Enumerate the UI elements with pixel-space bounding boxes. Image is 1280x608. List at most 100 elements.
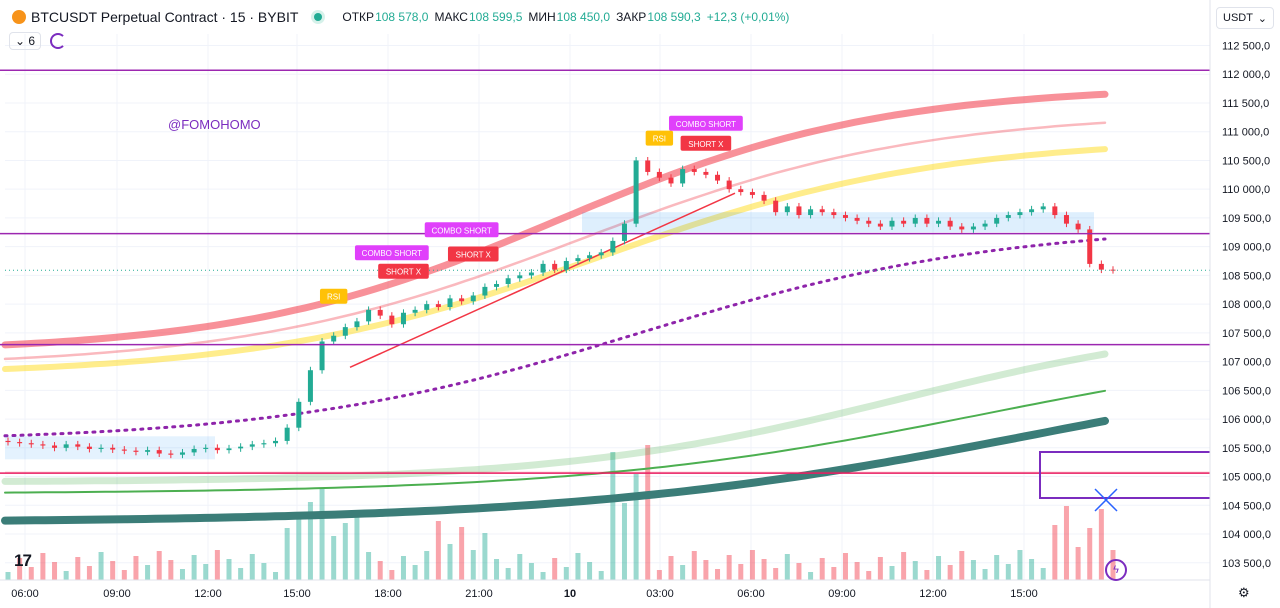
candle-body [505, 278, 511, 285]
candle-body [540, 263, 546, 273]
candle-body [424, 304, 430, 310]
candle-body [598, 252, 604, 256]
price-tick-label: 111 000,0 [1222, 127, 1269, 139]
candle-body [994, 217, 1000, 224]
volume-bar [587, 562, 593, 580]
price-tick-label: 105 000,0 [1222, 472, 1271, 484]
volume-bar [808, 572, 814, 580]
signal-label-bg [319, 288, 348, 304]
candle-body [715, 174, 721, 181]
candle-body [877, 223, 883, 227]
time-tick-label: 21:00 [465, 588, 493, 600]
volume-bar [726, 555, 732, 580]
gear-icon[interactable]: ⚙ [1238, 585, 1250, 600]
signal-label-bg [680, 135, 732, 151]
time-tick-label: 06:00 [737, 588, 765, 600]
candle-body [924, 217, 930, 224]
candle-body [889, 220, 895, 227]
time-tick-label: 03:00 [646, 588, 674, 600]
volume-bar [563, 567, 569, 580]
price-tick-label: 107 000,0 [1222, 357, 1271, 369]
candle-body [447, 298, 453, 307]
price-tick-label: 104 500,0 [1222, 500, 1271, 512]
time-tick-label: 12:00 [919, 588, 947, 600]
volume-bar [633, 474, 639, 580]
tradingview-logo: 17 [14, 551, 32, 570]
candle-body [528, 272, 534, 276]
candle-body [145, 450, 151, 452]
high-value: 108 599,5 [468, 10, 523, 24]
candle-body [1040, 206, 1046, 210]
volume-bar [982, 569, 988, 580]
volume-bar [98, 552, 104, 580]
candle-body [749, 192, 755, 195]
volume-bar [575, 553, 581, 580]
candle-body [575, 258, 581, 262]
low-value: 108 450,0 [556, 10, 611, 24]
price-tick-label: 108 000,0 [1222, 299, 1271, 311]
candle-body [842, 215, 848, 218]
candle-body [866, 220, 872, 224]
candle-body [52, 445, 58, 448]
symbol-title[interactable]: BTCUSDT Perpetual Contract · 15 · BYBIT [31, 9, 299, 25]
signal-label-bg [378, 263, 429, 279]
candle-body [366, 309, 372, 322]
candle-body [331, 335, 337, 342]
currency-selector[interactable]: USDT ⌄ [1216, 7, 1274, 29]
lightning-icon[interactable]: ϟ [1105, 559, 1127, 581]
indicators-toggle[interactable]: ⌄ 6 [9, 32, 42, 50]
volume-bar [86, 566, 92, 580]
price-tick-label: 110 000,0 [1222, 184, 1270, 196]
signal-label: SHORT X [386, 268, 422, 277]
volume-bar [947, 565, 953, 580]
candle-body [63, 444, 69, 448]
candle-body [633, 160, 639, 224]
candle-body [179, 452, 185, 455]
time-tick-label: 06:00 [11, 588, 39, 600]
ma-purple-dotted [3, 237, 1107, 438]
volume-bar [796, 563, 802, 580]
indicators-count: 6 [28, 34, 36, 48]
volume-bar [389, 570, 395, 580]
low-label: МИН [528, 10, 556, 24]
signal-label-bg [354, 245, 429, 261]
candle-body [703, 171, 709, 175]
volume-bar [1029, 559, 1035, 580]
candle-body [1063, 215, 1069, 224]
volume-bar [761, 559, 767, 580]
volume-bar [703, 560, 709, 580]
volume-bar [307, 502, 313, 580]
candle-body [808, 209, 814, 216]
candle-body [773, 200, 779, 213]
candle-body [1029, 209, 1035, 213]
candle-body [17, 442, 23, 444]
volume-bar [819, 558, 825, 580]
volume-bar [773, 568, 779, 580]
time-tick-label: 10 [564, 588, 576, 600]
volume-bar [494, 559, 500, 580]
volume-bar [5, 572, 11, 580]
volume-bar [784, 554, 790, 580]
candle-body [319, 341, 325, 371]
signal-label: COMBO SHORT [362, 249, 422, 258]
refresh-icon[interactable] [50, 33, 67, 49]
ma-red-thin [3, 121, 1107, 361]
candle-body [342, 327, 348, 336]
candle-body [668, 177, 674, 184]
volume-bar [831, 567, 837, 580]
open-label: ОТКР [342, 10, 375, 24]
candle-body [621, 223, 627, 241]
candle-body [168, 453, 174, 455]
price-tick-label: 107 500,0 [1222, 328, 1271, 340]
signal-label: SHORT X [688, 140, 724, 149]
volume-bar [540, 572, 546, 580]
candle-body [296, 401, 302, 428]
volume-bar [261, 563, 267, 580]
volume-bar [296, 515, 302, 580]
volume-bar [680, 565, 686, 580]
volume-bar [528, 563, 534, 580]
candle-body [819, 209, 825, 213]
volume-bar [1087, 528, 1093, 580]
volume-bar [656, 570, 662, 580]
